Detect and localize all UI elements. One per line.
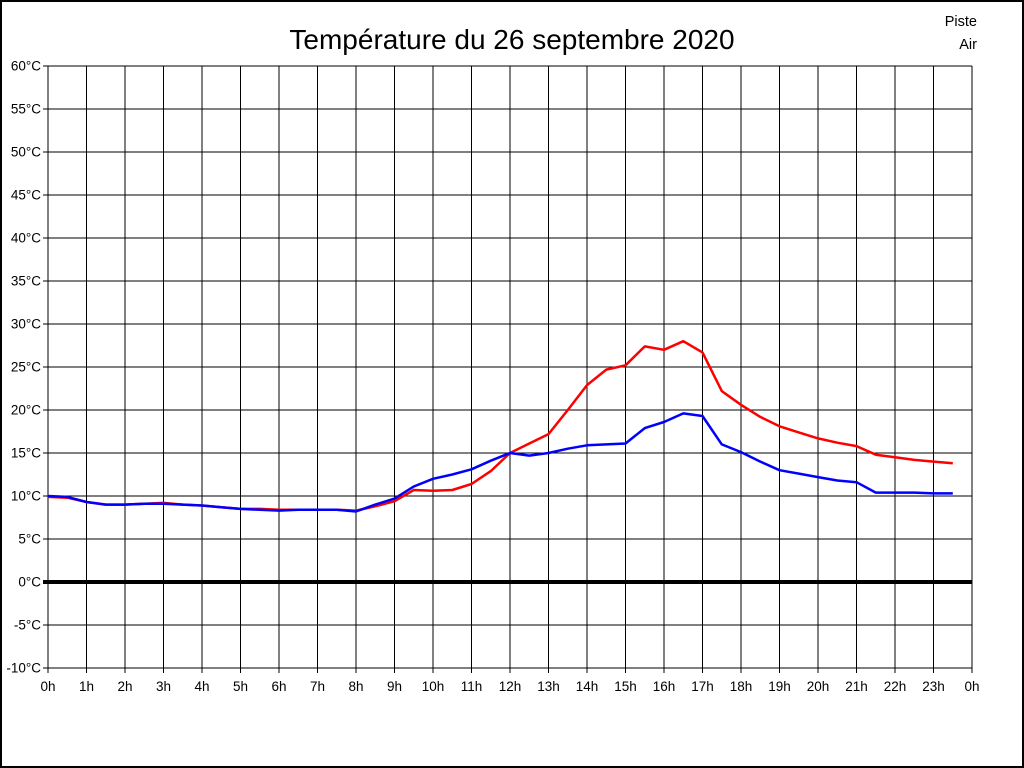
series-lines — [47, 339, 953, 513]
x-tick-label: 1h — [79, 679, 94, 694]
x-tick-label: 10h — [422, 679, 445, 694]
y-tick-label: 0°C — [18, 575, 41, 590]
y-tick-label: 15°C — [11, 446, 41, 461]
y-tick-label: 35°C — [11, 274, 41, 289]
x-tick-label: 2h — [117, 679, 132, 694]
x-tick-label: 14h — [576, 679, 599, 694]
air-line — [47, 412, 953, 513]
legend-piste-label: Piste — [945, 14, 977, 30]
grid — [43, 65, 973, 673]
x-tick-label: 20h — [807, 679, 830, 694]
x-tick-label: 0h — [964, 679, 979, 694]
y-tick-label: 50°C — [11, 145, 41, 160]
x-tick-label: 7h — [310, 679, 325, 694]
y-axis-labels: 60°C 55°C 50°C 45°C 40°C 35°C 30°C 25°C 20°C 15°C… — [6, 59, 41, 676]
x-tick-label: 21h — [845, 679, 868, 694]
y-tick-label: 25°C — [11, 360, 41, 375]
x-tick-label: 16h — [653, 679, 676, 694]
y-tick-label: 5°C — [18, 532, 41, 547]
legend-air-label: Air — [959, 37, 977, 53]
x-tick-label: 6h — [271, 679, 286, 694]
y-tick-label: 55°C — [11, 102, 41, 117]
y-tick-label: -10°C — [6, 661, 41, 676]
x-tick-label: 13h — [537, 679, 560, 694]
x-tick-label: 4h — [194, 679, 209, 694]
x-tick-label: 11h — [461, 679, 483, 694]
chart-title: Température du 26 septembre 2020 — [289, 24, 734, 55]
y-tick-label: 45°C — [11, 188, 41, 203]
x-tick-label: 3h — [156, 679, 171, 694]
x-tick-label: 17h — [691, 679, 714, 694]
y-tick-label: 20°C — [11, 403, 41, 418]
x-tick-label: 23h — [922, 679, 945, 694]
y-tick-label: 10°C — [11, 489, 41, 504]
x-axis-labels: 0h 1h 2h 3h 4h 5h 6h 7h 8h 9h 10h 11h 12h 13h 14h 15h 16… — [40, 679, 979, 694]
y-tick-label: 30°C — [11, 317, 41, 332]
y-tick-label: 60°C — [11, 59, 41, 74]
x-tick-label: 5h — [233, 679, 248, 694]
x-tick-label: 8h — [348, 679, 363, 694]
x-tick-label: 15h — [614, 679, 637, 694]
x-tick-label: 18h — [730, 679, 753, 694]
x-tick-label: 19h — [768, 679, 791, 694]
x-tick-label: 9h — [387, 679, 402, 694]
x-tick-label: 22h — [884, 679, 907, 694]
y-tick-label: 40°C — [11, 231, 41, 246]
x-tick-label: 12h — [499, 679, 522, 694]
y-tick-label: -5°C — [14, 618, 41, 633]
x-tick-label: 0h — [40, 679, 55, 694]
